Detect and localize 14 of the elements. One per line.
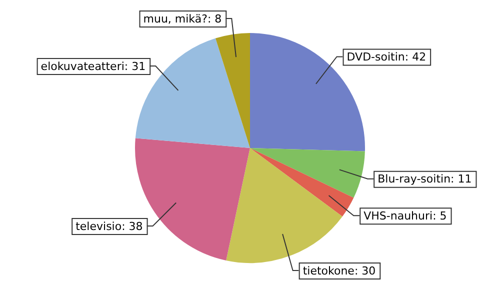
slice-label: VHS-nauhuri [364,210,433,223]
data-label: : 11 [450,172,472,186]
data-label: : 5 [432,210,447,223]
data-label: : 42 [404,50,426,64]
slice-label: DVD-soitin [346,50,405,64]
slice-label: Blu-ray-soitin [378,172,451,186]
slice-label: tietokone [302,264,355,278]
slice-label: muu, mikä? [143,12,208,26]
slice-label: elokuvateatteri [40,60,124,73]
data-label: : 31 [124,60,146,73]
data-label: : 8 [207,12,222,26]
data-label: : 30 [354,264,376,278]
data-label: : 38 [122,220,143,233]
slice-label: televisio [76,220,122,233]
